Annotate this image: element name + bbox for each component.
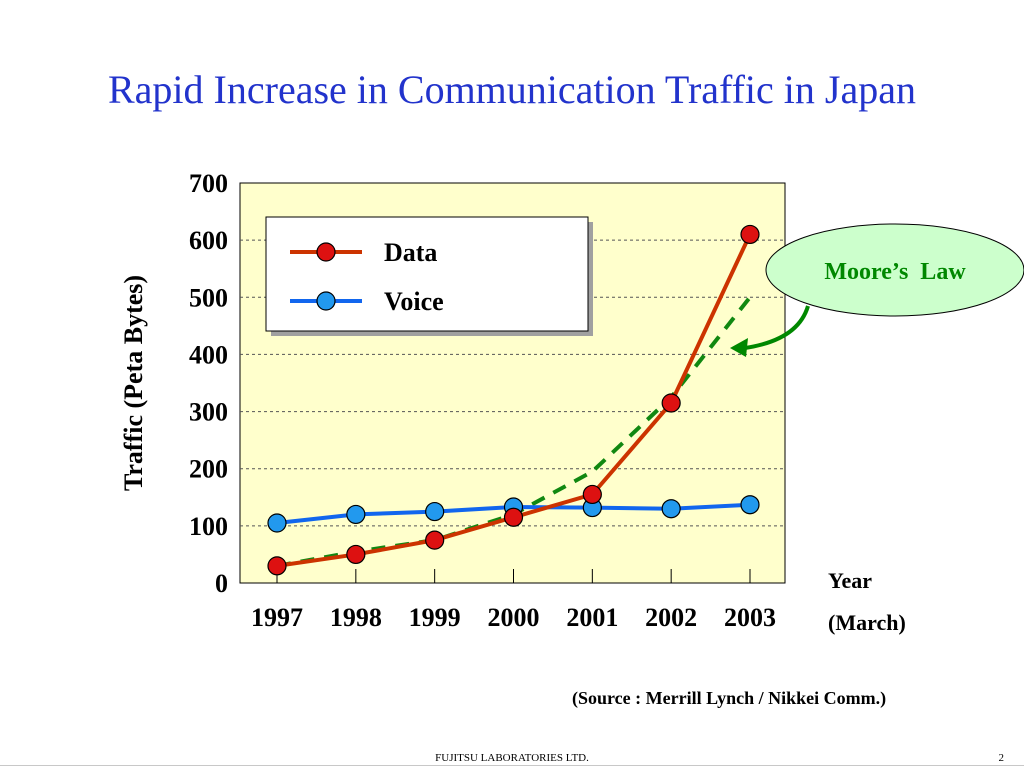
legend-box	[265, 216, 589, 332]
annotation-label: Moore’s Law	[824, 259, 966, 285]
y-tick-label: 100	[189, 512, 228, 541]
point-voice-1998	[346, 504, 366, 525]
source-note: (Source : Merrill Lynch / Nikkei Comm.)	[572, 688, 887, 708]
moores-law-annotation: Moore’s Law	[730, 223, 1024, 357]
point-voice-2003	[740, 495, 760, 515]
y-tick-label: 0	[215, 569, 228, 598]
x-tick-label: 2002	[645, 603, 697, 632]
x-tick-labels: 1997 1998 1999 2000 2001 2002 2003	[251, 603, 776, 632]
x-tick-label: 1997	[251, 603, 303, 632]
y-tick-labels: 0 100 200 300 400 500 600 700	[189, 169, 228, 598]
x-tick-label: 1998	[330, 603, 382, 632]
footer-company: FUJITSU LABORATORIES LTD.	[435, 752, 589, 764]
annotation-bubble	[765, 223, 1024, 317]
series	[267, 224, 760, 576]
x-tick-label: 2001	[566, 603, 618, 632]
x-axis-label: Year	[828, 568, 872, 593]
point-voice-2002	[661, 499, 681, 519]
legend-label-voice: Voice	[384, 287, 444, 316]
x-tick-label: 2003	[724, 603, 776, 632]
page-number: 2	[998, 752, 1005, 764]
x-axis-label-sub: (March)	[828, 610, 906, 635]
x-ticks	[276, 569, 751, 583]
y-tick-label: 700	[189, 169, 228, 198]
point-data-2002	[661, 393, 681, 413]
footer-divider	[0, 765, 1024, 766]
legend-marker-data	[316, 242, 336, 262]
x-tick-label: 1999	[409, 603, 461, 632]
y-tick-label: 500	[189, 283, 228, 312]
legend-label-data: Data	[384, 238, 437, 267]
point-data-2000	[503, 507, 524, 527]
legend: Data Voice	[265, 216, 593, 336]
point-data-2003	[740, 224, 760, 245]
annotation-arrowhead	[730, 338, 748, 357]
slide-title: Rapid Increase in Communication Traffic …	[108, 67, 916, 112]
annotation-arrow	[744, 305, 810, 350]
x-tick-label: 2000	[488, 603, 540, 632]
y-tick-label: 300	[189, 398, 228, 427]
point-voice-1999	[425, 501, 445, 522]
y-axis-label: Traffic (Peta Bytes)	[119, 275, 148, 491]
point-data-2001	[582, 484, 602, 505]
point-data-1997	[267, 556, 287, 576]
point-data-1999	[425, 530, 445, 550]
y-tick-label: 200	[189, 455, 228, 484]
y-tick-label: 400	[189, 340, 228, 369]
point-voice-1997	[267, 513, 287, 533]
y-tick-label: 600	[189, 226, 228, 255]
point-data-1998	[346, 544, 366, 565]
legend-marker-voice	[316, 291, 336, 311]
